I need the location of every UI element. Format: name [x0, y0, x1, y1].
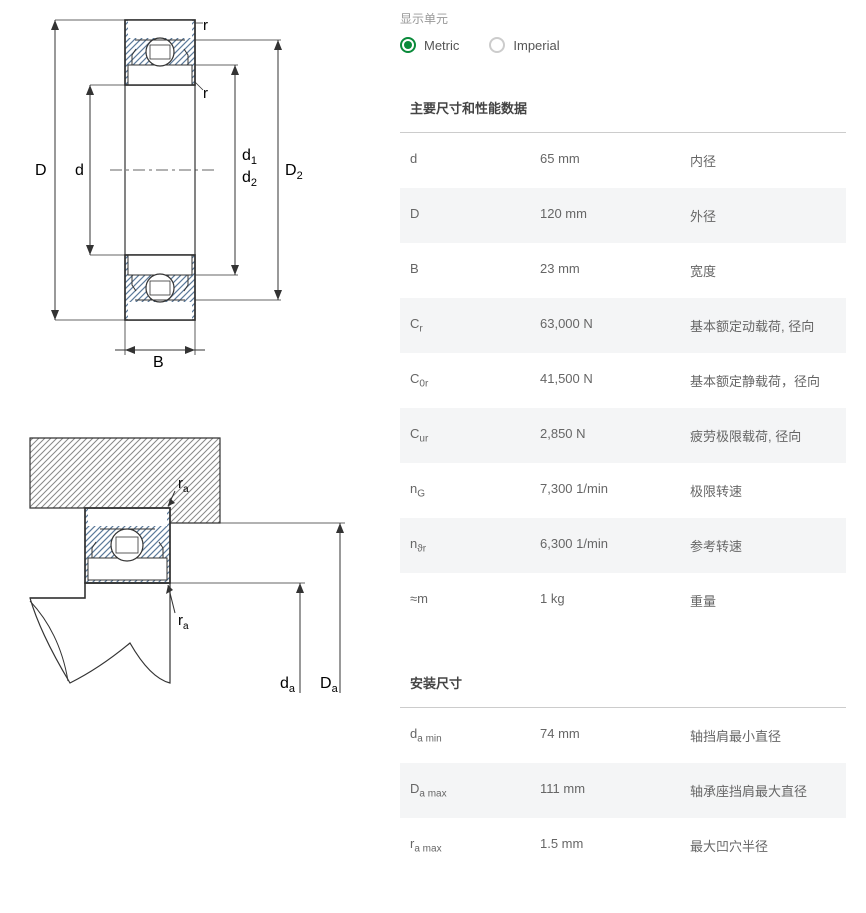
spec-symbol: nG [410, 481, 540, 500]
label-ra-bottom: ra [178, 612, 189, 632]
section-title: 主要尺寸和性能数据 [400, 83, 846, 133]
spec-description: 轴挡肩最小直径 [690, 726, 836, 745]
radio-metric[interactable]: Metric [400, 37, 459, 53]
spec-row: d65 mm内径 [400, 133, 846, 188]
spec-description: 重量 [690, 591, 836, 610]
spec-symbol: ra max [410, 836, 540, 855]
spec-description: 宽度 [690, 261, 836, 280]
spec-row: ≈m1 kg重量 [400, 573, 846, 628]
spec-row: nG7,300 1/min极限转速 [400, 463, 846, 518]
radio-imperial-label: Imperial [513, 38, 559, 53]
spec-symbol: Cur [410, 426, 540, 445]
spec-row: nϑr6,300 1/min参考转速 [400, 518, 846, 573]
spec-row: ra max1.5 mm最大凹穴半径 [400, 818, 846, 873]
spec-description: 基本额定静载荷，径向 [690, 371, 836, 390]
spec-symbol: ≈m [410, 591, 540, 610]
radio-icon [489, 37, 505, 53]
spec-value: 63,000 N [540, 316, 690, 335]
spec-row: D120 mm外径 [400, 188, 846, 243]
spec-description: 最大凹穴半径 [690, 836, 836, 855]
label-d: d [75, 162, 84, 179]
radio-icon [400, 37, 416, 53]
spec-row: da min74 mm轴挡肩最小直径 [400, 708, 846, 763]
spec-symbol: da min [410, 726, 540, 745]
spec-symbol: B [410, 261, 540, 280]
spec-symbol: d [410, 151, 540, 170]
spec-row: Cr63,000 N基本额定动载荷, 径向 [400, 298, 846, 353]
spec-description: 基本额定动载荷, 径向 [690, 316, 836, 335]
mounting-diagram: ra ra da Da [20, 433, 360, 716]
label-r-inner: r [203, 85, 208, 102]
spec-symbol: nϑr [410, 536, 540, 555]
label-B: B [153, 354, 164, 370]
spec-row: Cur2,850 N疲劳极限载荷, 径向 [400, 408, 846, 463]
spec-value: 2,850 N [540, 426, 690, 445]
spec-symbol: Cr [410, 316, 540, 335]
unit-label: 显示单元 [400, 10, 846, 27]
radio-metric-label: Metric [424, 38, 459, 53]
spec-value: 120 mm [540, 206, 690, 225]
radio-imperial[interactable]: Imperial [489, 37, 559, 53]
spec-description: 轴承座挡肩最大直径 [690, 781, 836, 800]
spec-symbol: D [410, 206, 540, 225]
spec-value: 41,500 N [540, 371, 690, 390]
label-D: D [35, 162, 47, 179]
spec-value: 23 mm [540, 261, 690, 280]
label-Da: Da [320, 675, 339, 695]
section-title: 安装尺寸 [400, 658, 846, 708]
spec-description: 极限转速 [690, 481, 836, 500]
unit-radio-group: Metric Imperial [400, 37, 846, 53]
spec-row: C0r41,500 N基本额定静载荷，径向 [400, 353, 846, 408]
spec-description: 疲劳极限载荷, 径向 [690, 426, 836, 445]
spec-value: 1.5 mm [540, 836, 690, 855]
label-r-top: r [203, 17, 208, 34]
spec-value: 6,300 1/min [540, 536, 690, 555]
spec-value: 111 mm [540, 781, 690, 800]
spec-description: 参考转速 [690, 536, 836, 555]
label-D2: D2 [285, 162, 303, 182]
label-da: da [280, 675, 296, 695]
spec-value: 65 mm [540, 151, 690, 170]
label-d2: d2 [242, 169, 257, 189]
spec-description: 外径 [690, 206, 836, 225]
spec-row: B23 mm宽度 [400, 243, 846, 298]
spec-value: 1 kg [540, 591, 690, 610]
label-d1: d1 [242, 147, 257, 167]
spec-symbol: C0r [410, 371, 540, 390]
spec-description: 内径 [690, 151, 836, 170]
spec-value: 74 mm [540, 726, 690, 745]
spec-symbol: Da max [410, 781, 540, 800]
bearing-cross-section-diagram: D d [20, 10, 360, 373]
spec-value: 7,300 1/min [540, 481, 690, 500]
spec-row: Da max111 mm轴承座挡肩最大直径 [400, 763, 846, 818]
